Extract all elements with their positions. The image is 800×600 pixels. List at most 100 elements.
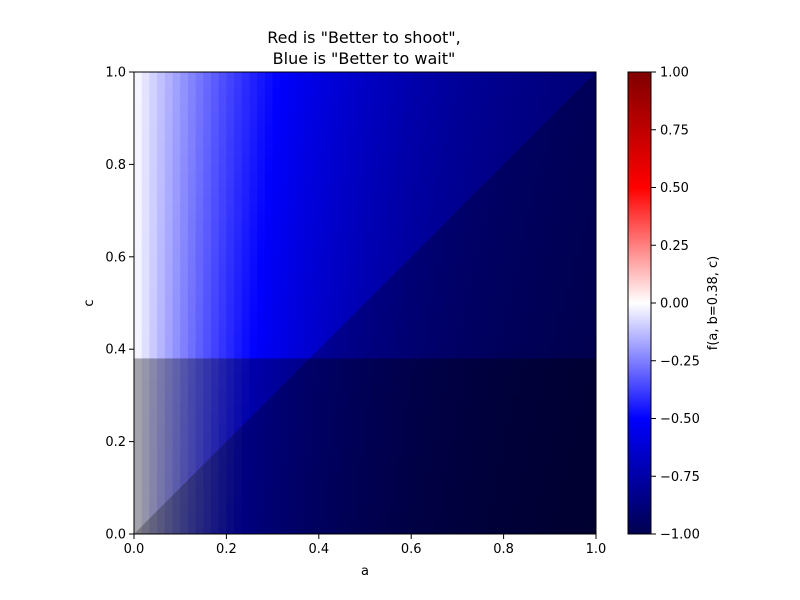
heatmap-cell bbox=[311, 95, 320, 104]
heatmap-cell bbox=[149, 264, 158, 273]
heatmap-cell bbox=[357, 333, 366, 343]
heatmap-cell bbox=[488, 303, 497, 312]
heatmap-cell bbox=[411, 125, 420, 135]
heatmap-cell bbox=[149, 464, 158, 473]
heatmap-cell bbox=[357, 187, 366, 196]
heatmap-cell bbox=[557, 141, 566, 150]
heatmap-cell bbox=[249, 149, 258, 158]
heatmap-cell bbox=[457, 79, 466, 88]
heatmap-cell bbox=[141, 256, 150, 266]
heatmap-cell bbox=[472, 79, 482, 88]
heatmap-cell bbox=[418, 95, 428, 104]
heatmap-cell bbox=[526, 164, 535, 173]
heatmap-cell bbox=[472, 156, 482, 165]
heatmap-cell bbox=[249, 410, 258, 420]
heatmap-cell bbox=[449, 218, 458, 227]
heatmap-cell bbox=[149, 433, 158, 443]
heatmap-cell bbox=[442, 187, 451, 196]
heatmap-cell bbox=[234, 172, 243, 181]
heatmap-cell bbox=[280, 303, 289, 312]
heatmap-cell bbox=[280, 503, 289, 512]
heatmap-cell bbox=[418, 433, 428, 443]
heatmap-cell bbox=[426, 464, 435, 473]
heatmap-cell bbox=[580, 518, 589, 527]
heatmap-cell bbox=[195, 287, 204, 296]
heatmap-cell bbox=[295, 487, 304, 497]
heatmap-cell bbox=[442, 256, 451, 266]
heatmap-cell bbox=[311, 380, 320, 389]
heatmap-cell bbox=[280, 256, 289, 266]
heatmap-cell bbox=[218, 118, 227, 127]
heatmap-cell bbox=[341, 318, 351, 327]
heatmap-cell bbox=[488, 449, 497, 458]
heatmap-cell bbox=[465, 449, 474, 458]
heatmap-cell bbox=[572, 457, 582, 466]
heatmap-cell bbox=[557, 72, 566, 81]
heatmap-cell bbox=[395, 79, 405, 88]
heatmap-cell bbox=[511, 210, 520, 219]
heatmap-cell bbox=[341, 441, 351, 450]
heatmap-cell bbox=[334, 464, 343, 473]
heatmap-cell bbox=[557, 395, 566, 404]
heatmap-cell bbox=[588, 310, 596, 319]
heatmap-cell bbox=[257, 172, 266, 181]
heatmap-cell bbox=[318, 202, 328, 212]
heatmap-cell bbox=[557, 495, 566, 504]
heatmap-cell bbox=[249, 457, 258, 466]
heatmap-cell bbox=[149, 202, 158, 212]
heatmap-cell bbox=[472, 395, 482, 404]
heatmap-cell bbox=[295, 287, 304, 296]
heatmap-cell bbox=[311, 449, 320, 458]
heatmap-cell bbox=[557, 387, 566, 396]
heatmap-cell bbox=[511, 341, 520, 350]
heatmap-cell bbox=[349, 472, 358, 481]
heatmap-cell bbox=[226, 79, 235, 88]
heatmap-cell bbox=[588, 287, 596, 296]
heatmap-cell bbox=[365, 410, 374, 420]
heatmap-cell bbox=[257, 295, 266, 304]
heatmap-cell bbox=[318, 426, 328, 435]
heatmap-cell bbox=[442, 195, 451, 204]
heatmap-cell bbox=[457, 441, 466, 450]
heatmap-cell bbox=[549, 202, 559, 212]
heatmap-cell bbox=[549, 156, 559, 165]
heatmap-cell bbox=[519, 241, 528, 250]
heatmap-cell bbox=[549, 149, 559, 158]
heatmap-cell bbox=[218, 333, 227, 343]
heatmap-cell bbox=[557, 457, 566, 466]
heatmap-cell bbox=[572, 480, 582, 489]
heatmap-cell bbox=[134, 202, 143, 212]
heatmap-cell bbox=[264, 433, 274, 443]
heatmap-cell bbox=[164, 187, 174, 196]
heatmap-cell bbox=[318, 510, 328, 520]
heatmap-cell bbox=[395, 426, 405, 435]
heatmap-cell bbox=[572, 418, 582, 427]
heatmap-cell bbox=[234, 441, 243, 450]
heatmap-cell bbox=[442, 226, 451, 235]
heatmap-cell bbox=[318, 303, 328, 312]
heatmap-cell bbox=[457, 341, 466, 350]
heatmap-cell bbox=[264, 410, 274, 420]
heatmap-cell bbox=[288, 503, 297, 512]
heatmap-cell bbox=[349, 279, 358, 289]
heatmap-cell bbox=[311, 279, 320, 289]
heatmap-cell bbox=[226, 518, 235, 527]
heatmap-cell bbox=[341, 172, 351, 181]
heatmap-cell bbox=[203, 233, 212, 242]
heatmap-cell bbox=[164, 426, 174, 435]
heatmap-cell bbox=[372, 179, 381, 189]
heatmap-cell bbox=[164, 526, 174, 534]
heatmap-cell bbox=[426, 156, 435, 165]
heatmap-cell bbox=[149, 195, 158, 204]
heatmap-cell bbox=[465, 318, 474, 327]
heatmap-cell bbox=[218, 141, 227, 150]
heatmap-cell bbox=[403, 333, 412, 343]
heatmap-cell bbox=[411, 164, 420, 173]
heatmap-cell bbox=[549, 418, 559, 427]
heatmap-cell bbox=[341, 179, 351, 189]
heatmap-cell bbox=[488, 164, 497, 173]
heatmap-cell bbox=[372, 287, 381, 296]
heatmap-cell bbox=[288, 72, 297, 81]
heatmap-cell bbox=[303, 356, 312, 366]
heatmap-cell bbox=[388, 441, 397, 450]
